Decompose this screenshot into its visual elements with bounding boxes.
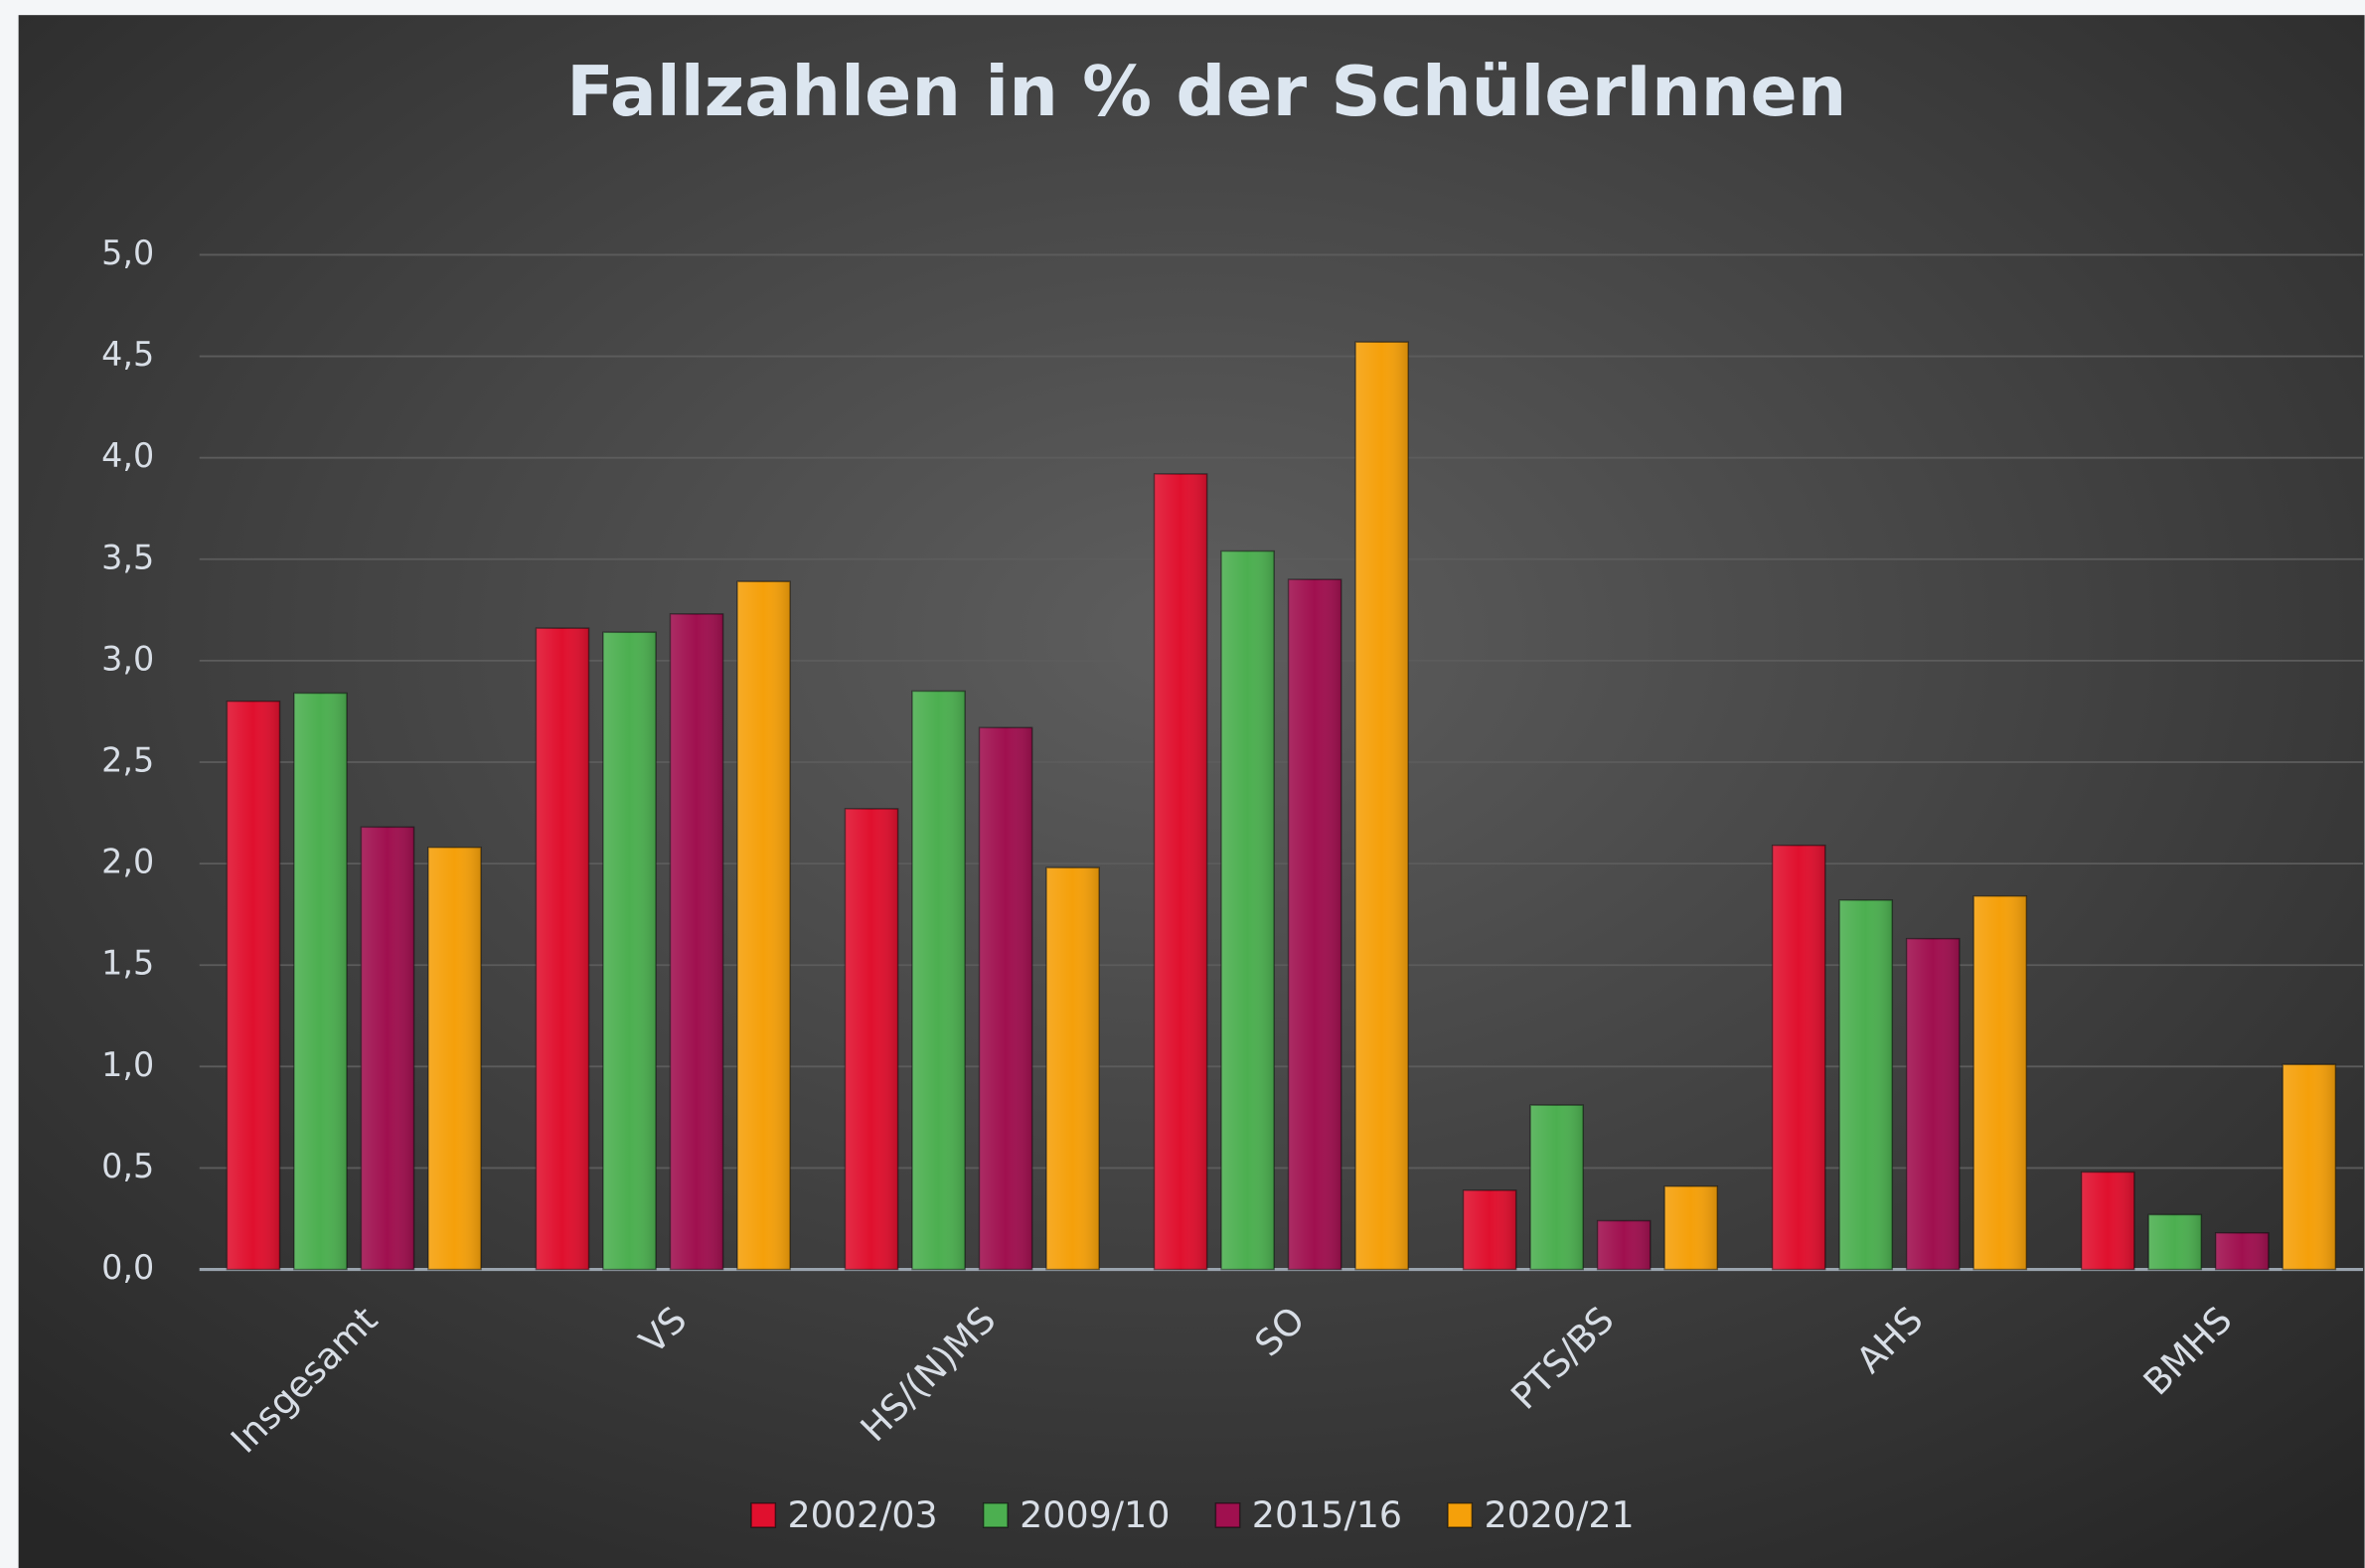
bar — [1045, 866, 1100, 1271]
bar — [427, 847, 482, 1271]
y-tick-label: 4,0 — [101, 436, 154, 475]
y-tick-label: 4,5 — [101, 335, 154, 374]
bar — [226, 700, 281, 1271]
legend-label: 2009/10 — [1020, 1493, 1170, 1536]
bar — [2282, 1063, 2337, 1271]
legend-label: 2020/21 — [1484, 1493, 1634, 1536]
bar — [360, 826, 415, 1271]
bar — [1529, 1104, 1584, 1271]
y-tick-label: 0,0 — [101, 1248, 154, 1287]
bar — [1905, 937, 1961, 1271]
bar — [1972, 895, 2028, 1271]
bar — [535, 627, 590, 1271]
legend-label: 2002/03 — [787, 1493, 937, 1536]
bar — [844, 808, 899, 1271]
chart-title: Fallzahlen in % der SchülerInnen — [566, 52, 1846, 132]
bar — [2147, 1213, 2203, 1271]
bar — [669, 613, 724, 1271]
legend-label: 2015/16 — [1252, 1493, 1402, 1536]
bar — [1220, 549, 1275, 1271]
y-tick-label: 3,5 — [101, 538, 154, 576]
y-tick-label: 3,0 — [101, 639, 154, 678]
bar — [911, 690, 966, 1271]
y-tick-label: 2,0 — [101, 843, 154, 881]
bar — [293, 692, 348, 1271]
bar — [1663, 1185, 1719, 1271]
y-tick-label: 0,5 — [101, 1147, 154, 1185]
y-tick-label: 2,5 — [101, 740, 154, 779]
legend-swatch — [750, 1501, 777, 1528]
bar — [2080, 1171, 2135, 1271]
bar — [1596, 1219, 1652, 1271]
y-tick-label: 1,5 — [101, 944, 154, 983]
bar — [1771, 844, 1826, 1271]
bar — [602, 631, 657, 1271]
legend-swatch — [1447, 1501, 1474, 1528]
bar — [1462, 1189, 1517, 1271]
y-tick-label: 1,0 — [101, 1045, 154, 1084]
bar — [1838, 899, 1894, 1271]
legend-swatch — [982, 1501, 1009, 1528]
bar — [1287, 578, 1342, 1271]
bar — [736, 580, 791, 1271]
bar — [1354, 341, 1409, 1271]
legend-swatch — [1214, 1501, 1241, 1528]
bar — [2214, 1232, 2270, 1271]
y-tick-label: 5,0 — [101, 234, 154, 272]
bar — [1153, 473, 1208, 1271]
bar — [978, 726, 1033, 1271]
